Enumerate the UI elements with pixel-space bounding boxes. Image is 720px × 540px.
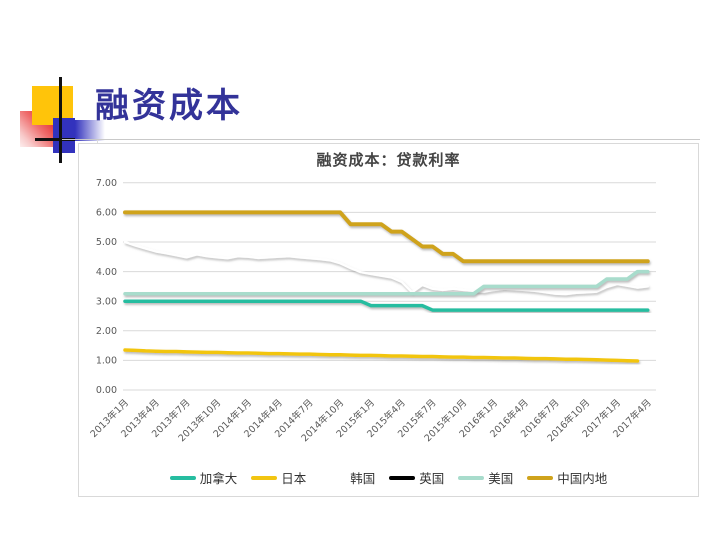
legend-item: 中国内地 xyxy=(527,468,607,487)
decor-blue-square xyxy=(53,118,75,153)
series-line-3 xyxy=(123,240,649,296)
legend-swatch xyxy=(527,475,554,480)
chart-legend: 加拿大 日本 韩国 英国 美国 中国内地 xyxy=(79,468,698,487)
legend-swatch xyxy=(169,475,196,480)
decor-cross-vertical-line xyxy=(59,77,62,163)
title-divider xyxy=(62,139,700,140)
decor-blue-fade xyxy=(75,120,105,141)
chart-object[interactable]: 融资成本：贷款利率 0.00 1.00 2.00 3.00 4.00 5.00 6.00 7.… xyxy=(78,143,699,497)
legend-label: 韩国 xyxy=(350,471,376,486)
legend-item: 美国 xyxy=(458,468,513,487)
legend-item: 韩国 xyxy=(320,468,375,487)
legend-item: 英国 xyxy=(389,468,444,487)
decor-cross-horizontal-line xyxy=(35,138,75,141)
y-tick-label: 6.00 xyxy=(96,208,117,219)
legend-label: 中国内地 xyxy=(557,471,608,486)
chart-title: 融资成本：贷款利率 xyxy=(316,151,461,169)
series-line-1 xyxy=(123,299,650,312)
legend-swatch xyxy=(458,475,485,480)
y-tick-label: 1.00 xyxy=(96,356,117,367)
legend-swatch xyxy=(389,475,416,480)
legend-swatch xyxy=(251,475,278,480)
page-title: 融资成本 xyxy=(95,86,243,126)
y-tick-label: 5.00 xyxy=(96,237,117,248)
legend-item: 日本 xyxy=(251,468,306,487)
y-tick-label: 3.00 xyxy=(96,296,117,307)
y-tick-label: 2.00 xyxy=(96,326,117,337)
legend-item: 加拿大 xyxy=(169,468,238,487)
legend-swatch xyxy=(320,475,347,480)
legend-label: 日本 xyxy=(281,471,307,486)
legend-label: 加拿大 xyxy=(199,471,238,486)
series-line-6 xyxy=(123,210,650,264)
legend-label: 英国 xyxy=(419,471,445,486)
y-tick-label: 0.00 xyxy=(96,385,117,396)
y-tick-label: 4.00 xyxy=(96,267,117,278)
legend-label: 美国 xyxy=(488,471,514,486)
series-line-5 xyxy=(123,269,650,296)
y-tick-label: 7.00 xyxy=(96,178,117,189)
series-line-2 xyxy=(123,348,640,363)
line-chart: 0.001.002.003.004.005.006.007.002013年1月2… xyxy=(88,178,656,444)
